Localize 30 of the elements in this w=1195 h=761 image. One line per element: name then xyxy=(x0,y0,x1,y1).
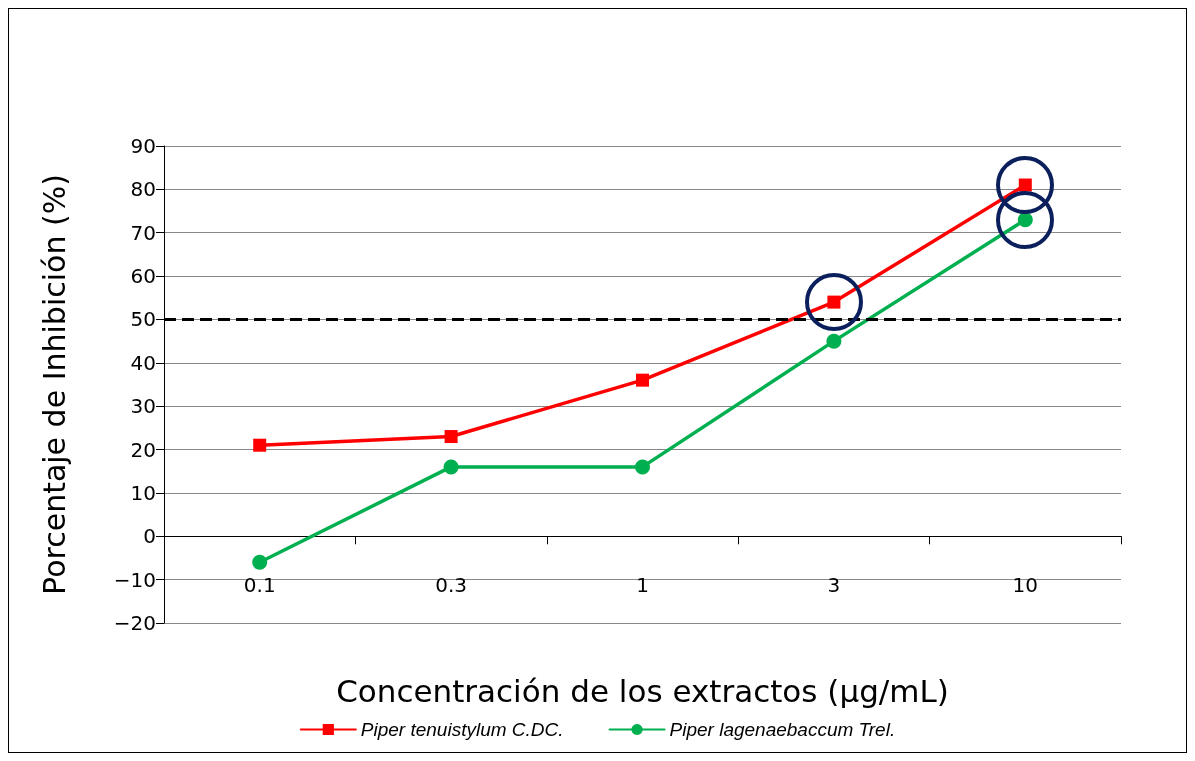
legend-label: Piper lagenaebaccum Trel. xyxy=(669,719,896,740)
point xyxy=(1018,178,1032,192)
x-tick-label: 1 xyxy=(636,573,649,597)
y-tick-label: 30 xyxy=(130,394,156,419)
y-tick-label: 20 xyxy=(130,437,156,462)
y-axis-title: Porcentaje de Inhibición (%) xyxy=(36,174,72,595)
y-tick-label: 40 xyxy=(130,350,156,375)
y-tick-label: −10 xyxy=(113,567,156,592)
point xyxy=(252,554,268,570)
x-tick-label: 3 xyxy=(827,573,841,597)
y-tick-label: 90 xyxy=(130,134,156,158)
y-tick-label: 50 xyxy=(130,307,156,332)
point xyxy=(636,373,649,387)
y-tick-label: −20 xyxy=(113,611,156,635)
point xyxy=(827,295,841,309)
y-tick-label: 10 xyxy=(130,480,156,505)
y-tick-label: 0 xyxy=(143,524,156,549)
legend-label: Piper tenuistylum C.DC. xyxy=(360,719,564,740)
point xyxy=(253,438,267,452)
point xyxy=(443,459,459,475)
point xyxy=(635,459,650,475)
y-tick-label: 70 xyxy=(130,220,156,245)
x-tick-label: 0.1 xyxy=(243,573,276,597)
y-tick-label: 80 xyxy=(130,177,156,202)
x-axis-title: Concentración de los extractos (µg/mL) xyxy=(336,672,949,709)
x-tick-label: 0.3 xyxy=(435,573,468,597)
point xyxy=(444,430,458,444)
point xyxy=(826,333,842,349)
y-tick-label: 60 xyxy=(130,264,156,289)
x-tick-label: 10 xyxy=(1012,573,1039,597)
